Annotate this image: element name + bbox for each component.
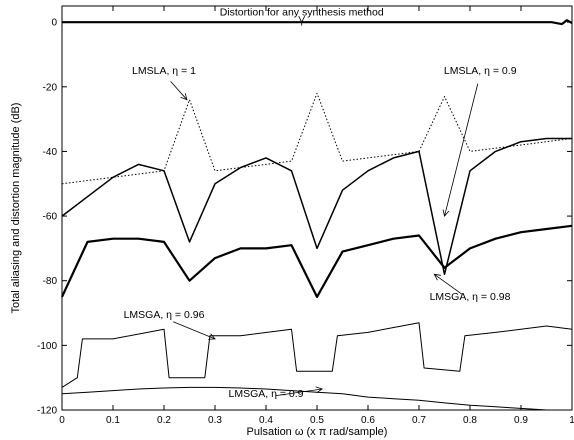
annotation-arrowhead — [208, 333, 216, 340]
annotation-arrowhead — [298, 16, 306, 24]
annotation-label-lmsga-eta-0-98: LMSGA, η = 0.98 — [430, 291, 511, 303]
annotation-arrow — [173, 321, 216, 340]
y-axis-label: Total aliasing and distortion magnitude … — [10, 103, 22, 314]
tick-layer: 0 0.1 0.2 0.3 0.4 0.5 0.6 0.7 0.8 0.9 1 0 -20 -40 -60 -… — [37, 6, 574, 426]
x-tick-label: 0 — [59, 415, 65, 426]
x-tick-label: 0.7 — [412, 415, 426, 426]
annotation-arrow — [434, 273, 463, 295]
x-tick-label: 0.8 — [463, 415, 477, 426]
y-tick-label: -80 — [43, 276, 58, 287]
annotation-label-lmsla-eta-0-9: LMSLA, η = 0.9 — [444, 65, 517, 77]
series-line-distortion-for-any-synthesis-method — [62, 19, 573, 26]
series-line-lmsga-eta-0-96 — [61, 322, 573, 388]
x-axis-label: Pulsation ω (x π rad/sample) — [247, 426, 388, 438]
y-tick-label: -120 — [37, 406, 57, 417]
x-tick-label: 0.5 — [310, 415, 324, 426]
x-tick-label: 0.3 — [208, 415, 222, 426]
annotation-label-lmsga-eta-0-9: LMSGA, η = 0.9 — [229, 388, 304, 400]
series-line-lmsga-eta-0-98 — [61, 224, 573, 298]
annotation-arrow — [444, 83, 479, 217]
annotation-arrow — [275, 388, 323, 396]
plot-frame — [61, 5, 573, 411]
annotation-label-lmsga-eta-0-96: LMSGA, η = 0.96 — [124, 309, 205, 321]
annotation-label-distortion-for-any-synthesis-method: Distortion for any synthesis method — [220, 7, 384, 19]
plot-area: Distortion for any synthesis method LMSLA… — [37, 5, 574, 426]
y-tick-label: -60 — [43, 212, 58, 223]
y-tick-label: -20 — [43, 82, 58, 93]
annotation-arrowhead — [315, 386, 323, 394]
annotation-arrowhead — [442, 209, 450, 217]
x-tick-label: 0.4 — [259, 415, 273, 426]
annotation-label-lmsla-eta-1: LMSLA, η = 1 — [132, 65, 196, 77]
annotation-arrowhead — [180, 93, 188, 101]
x-tick-label: 1 — [569, 415, 574, 426]
y-tick-label: -40 — [43, 147, 58, 158]
y-tick-label: -100 — [37, 341, 57, 352]
x-tick-label: 0.6 — [361, 415, 375, 426]
annotation-arrowhead — [433, 273, 441, 281]
series-line-lmsla-eta-0-9 — [61, 137, 572, 276]
y-tick-label: 0 — [51, 18, 57, 29]
annotation-layer: Distortion for any synthesis method LMSLA… — [124, 7, 517, 400]
x-tick-label: 0.1 — [106, 415, 120, 426]
x-tick-label: 0.2 — [157, 415, 171, 426]
annotation-arrow — [170, 81, 188, 100]
x-tick-label: 0.9 — [514, 415, 528, 426]
series-line-lmsla-eta-1 — [61, 92, 573, 185]
series-layer — [61, 19, 573, 411]
